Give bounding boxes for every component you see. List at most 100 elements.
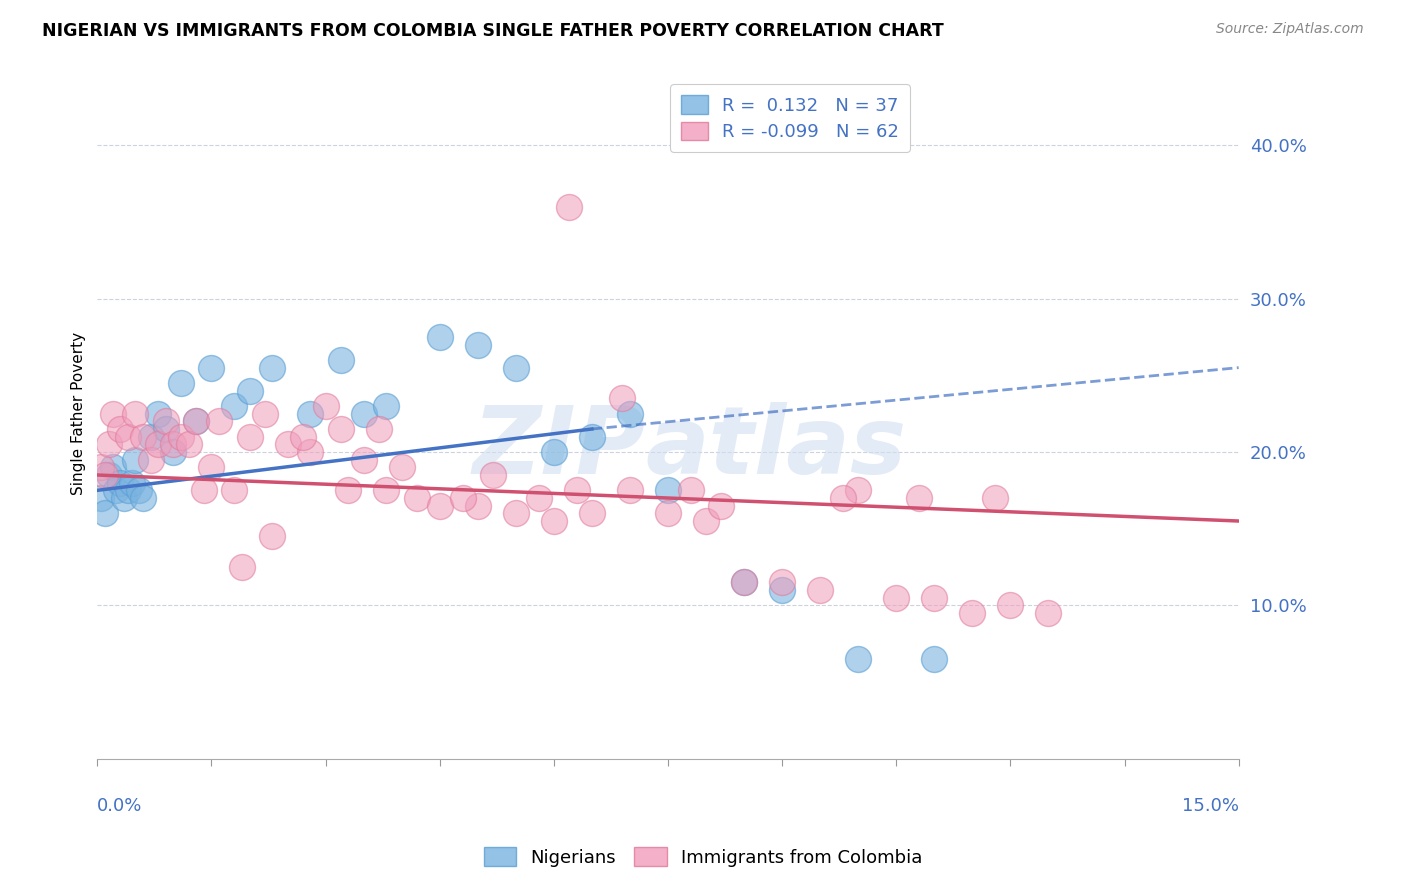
- Point: [329, 422, 352, 436]
- Point: [710, 499, 733, 513]
- Legend: R =  0.132   N = 37, R = -0.099   N = 62: R = 0.132 N = 37, R = -0.099 N = 62: [671, 85, 910, 152]
- Point: [1038, 606, 1060, 620]
- Point: [262, 360, 284, 375]
- Point: [162, 445, 184, 459]
- Point: [224, 483, 246, 498]
- Point: [105, 483, 128, 498]
- Point: [846, 652, 869, 666]
- Point: [277, 437, 299, 451]
- Point: [117, 430, 139, 444]
- Point: [482, 468, 505, 483]
- Point: [543, 514, 565, 528]
- Point: [291, 430, 314, 444]
- Point: [908, 491, 931, 505]
- Point: [695, 514, 717, 528]
- Point: [337, 483, 360, 498]
- Point: [90, 460, 112, 475]
- Point: [451, 491, 474, 505]
- Point: [619, 483, 641, 498]
- Point: [467, 499, 489, 513]
- Point: [193, 483, 215, 498]
- Point: [962, 606, 984, 620]
- Point: [238, 430, 260, 444]
- Point: [543, 445, 565, 459]
- Point: [148, 407, 170, 421]
- Point: [679, 483, 702, 498]
- Point: [231, 560, 253, 574]
- Point: [429, 499, 451, 513]
- Point: [94, 468, 117, 483]
- Text: 15.0%: 15.0%: [1181, 797, 1239, 814]
- Point: [657, 483, 679, 498]
- Point: [612, 392, 634, 406]
- Point: [94, 507, 117, 521]
- Point: [984, 491, 1007, 505]
- Point: [253, 407, 276, 421]
- Point: [124, 407, 146, 421]
- Point: [924, 591, 946, 605]
- Point: [832, 491, 855, 505]
- Point: [375, 399, 398, 413]
- Point: [117, 483, 139, 498]
- Point: [1000, 599, 1022, 613]
- Point: [97, 437, 120, 451]
- Point: [353, 452, 375, 467]
- Point: [101, 460, 124, 475]
- Point: [299, 407, 322, 421]
- Point: [139, 452, 162, 467]
- Point: [429, 330, 451, 344]
- Point: [112, 491, 135, 505]
- Point: [139, 430, 162, 444]
- Point: [108, 475, 131, 490]
- Point: [238, 384, 260, 398]
- Point: [505, 507, 527, 521]
- Text: NIGERIAN VS IMMIGRANTS FROM COLOMBIA SINGLE FATHER POVERTY CORRELATION CHART: NIGERIAN VS IMMIGRANTS FROM COLOMBIA SIN…: [42, 22, 943, 40]
- Point: [186, 414, 208, 428]
- Point: [200, 460, 222, 475]
- Point: [108, 422, 131, 436]
- Point: [391, 460, 413, 475]
- Point: [657, 507, 679, 521]
- Point: [200, 360, 222, 375]
- Point: [148, 437, 170, 451]
- Point: [162, 437, 184, 451]
- Point: [299, 445, 322, 459]
- Point: [505, 360, 527, 375]
- Point: [770, 575, 793, 590]
- Point: [467, 337, 489, 351]
- Point: [924, 652, 946, 666]
- Point: [619, 407, 641, 421]
- Point: [315, 399, 337, 413]
- Point: [581, 507, 603, 521]
- Point: [733, 575, 755, 590]
- Point: [170, 430, 193, 444]
- Point: [846, 483, 869, 498]
- Point: [155, 422, 177, 436]
- Point: [565, 483, 588, 498]
- Point: [884, 591, 907, 605]
- Point: [97, 468, 120, 483]
- Point: [262, 529, 284, 543]
- Point: [177, 437, 200, 451]
- Point: [581, 430, 603, 444]
- Point: [124, 452, 146, 467]
- Point: [406, 491, 429, 505]
- Point: [121, 475, 143, 490]
- Point: [132, 430, 155, 444]
- Point: [224, 399, 246, 413]
- Point: [132, 491, 155, 505]
- Point: [101, 407, 124, 421]
- Text: Source: ZipAtlas.com: Source: ZipAtlas.com: [1216, 22, 1364, 37]
- Point: [186, 414, 208, 428]
- Point: [733, 575, 755, 590]
- Point: [770, 582, 793, 597]
- Point: [558, 200, 581, 214]
- Y-axis label: Single Father Poverty: Single Father Poverty: [72, 332, 86, 495]
- Point: [155, 414, 177, 428]
- Point: [808, 582, 831, 597]
- Point: [90, 491, 112, 505]
- Point: [329, 353, 352, 368]
- Legend: Nigerians, Immigrants from Colombia: Nigerians, Immigrants from Colombia: [477, 840, 929, 874]
- Text: atlas: atlas: [645, 402, 907, 494]
- Point: [367, 422, 389, 436]
